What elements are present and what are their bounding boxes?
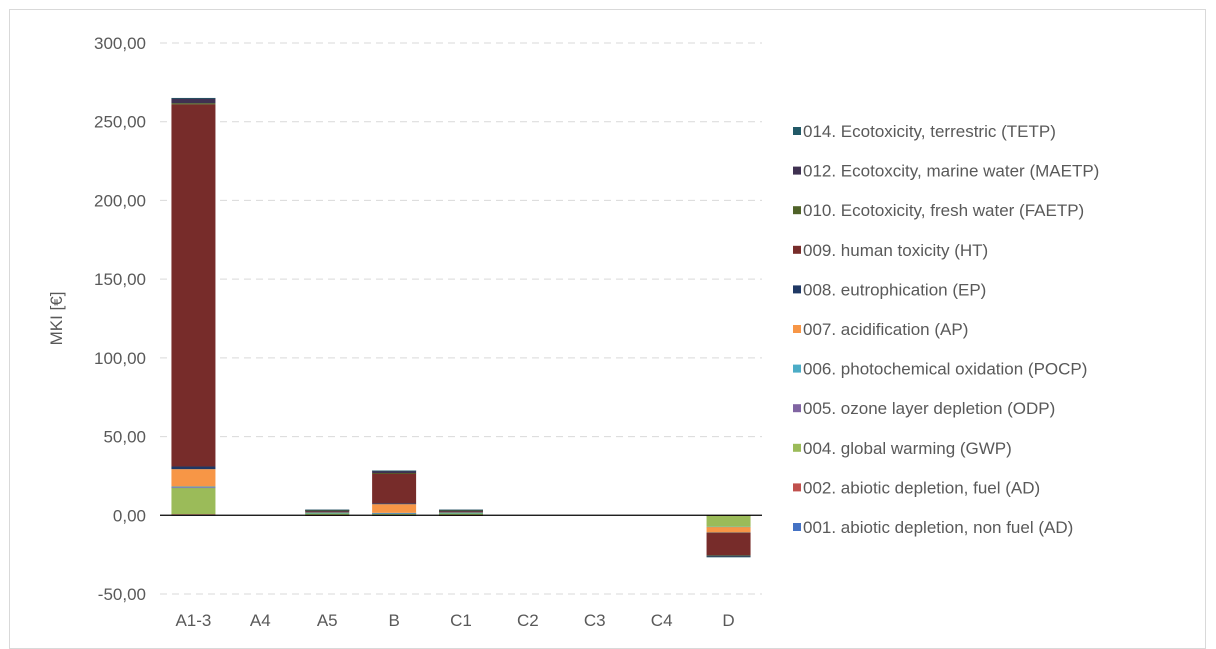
y-axis-title: MKI [€] [47, 292, 66, 346]
bar-segment [171, 104, 216, 467]
y-tick-label: 0,00 [113, 506, 146, 525]
y-tick-label: 150,00 [94, 270, 146, 289]
legend-label: 014. Ecotoxicity, terrestric (TETP) [803, 122, 1056, 141]
bar-segment [372, 503, 417, 505]
x-tick-label: D [722, 611, 734, 630]
legend-swatch [793, 325, 801, 333]
x-tick-label: C1 [450, 611, 472, 630]
bar-segment [372, 473, 417, 474]
bar-segment [305, 512, 350, 514]
legend-label: 006. photochemical oxidation (POCP) [803, 360, 1087, 379]
bar-segment [171, 487, 216, 489]
legend-label: 008. eutrophication (EP) [803, 280, 986, 299]
bar-segment [171, 98, 216, 104]
bar-segment [171, 486, 216, 488]
bar-segment [439, 512, 483, 516]
bar-segment [372, 504, 417, 513]
legend-swatch [793, 443, 801, 452]
legend-swatch [793, 483, 801, 492]
legend-label: 012. Ecotoxcity, marine water (MAETP) [803, 162, 1099, 181]
x-tick-label: C4 [651, 611, 673, 630]
bar-segment [439, 509, 483, 511]
bar-segment [439, 511, 483, 513]
bar-segment [706, 533, 751, 556]
bar-segment [439, 512, 483, 514]
stacked-bar-chart: -50,00 0,00 50,00 100,00 150,00 200,00 250,00 3… [47, 34, 1099, 630]
bar-segment [706, 556, 751, 558]
y-tick-label: 200,00 [94, 191, 146, 210]
y-tick-label: -50,00 [98, 585, 146, 604]
bar-segment [706, 555, 751, 557]
legend-label: 004. global warming (GWP) [803, 439, 1012, 458]
x-tick-label: A1-3 [175, 611, 211, 630]
legend-label: 001. abiotic depletion, non fuel (AD) [803, 518, 1073, 537]
bar-segment [171, 469, 216, 487]
bar-segment [305, 512, 350, 516]
bar-segment [706, 555, 751, 556]
bar-segment [372, 513, 417, 515]
legend-label: 002. abiotic depletion, fuel (AD) [803, 478, 1040, 497]
legend-label: 005. ozone layer depletion (ODP) [803, 399, 1055, 418]
bar-segment [706, 532, 751, 534]
bar-segment [305, 509, 350, 511]
legend-label: 009. human toxicity (HT) [803, 241, 988, 260]
x-tick-label: A5 [317, 611, 338, 630]
y-tick-label: 50,00 [103, 428, 146, 447]
bar-segment [372, 473, 417, 504]
legend-swatch [793, 127, 801, 135]
y-tick-label: 100,00 [94, 349, 146, 368]
legend-label: 007. acidification (AP) [803, 320, 968, 339]
bar-segment [171, 514, 216, 515]
bar-segment [372, 470, 417, 472]
chart-frame: -50,00 0,00 50,00 100,00 150,00 200,00 250,00 3… [9, 9, 1206, 649]
bar-segment [706, 527, 751, 533]
x-tick-label: C3 [584, 611, 606, 630]
bar-segment [171, 466, 216, 470]
bar-segment [706, 515, 751, 527]
x-tick-label: A4 [250, 611, 271, 630]
bar-segment [171, 103, 216, 105]
bar-segment [305, 510, 350, 511]
x-tick-label: C2 [517, 611, 539, 630]
y-tick-label: 250,00 [94, 113, 146, 132]
legend-swatch [793, 364, 801, 373]
x-tick-label: B [388, 611, 399, 630]
y-tick-label: 300,00 [94, 34, 146, 53]
legend-swatch [793, 404, 801, 413]
bar-segment [171, 487, 216, 515]
legend-swatch [793, 523, 801, 531]
legend-swatch [793, 245, 801, 254]
bar-segment [372, 512, 417, 514]
bar-segment [305, 511, 350, 513]
bar-segment [372, 470, 417, 474]
legend-swatch [793, 166, 801, 175]
legend-label: 010. Ecotoxicity, fresh water (FAETP) [803, 201, 1084, 220]
bar-segment [439, 510, 483, 511]
bar-segment [171, 97, 216, 99]
legend-swatch [793, 206, 801, 215]
legend-swatch [793, 285, 801, 294]
